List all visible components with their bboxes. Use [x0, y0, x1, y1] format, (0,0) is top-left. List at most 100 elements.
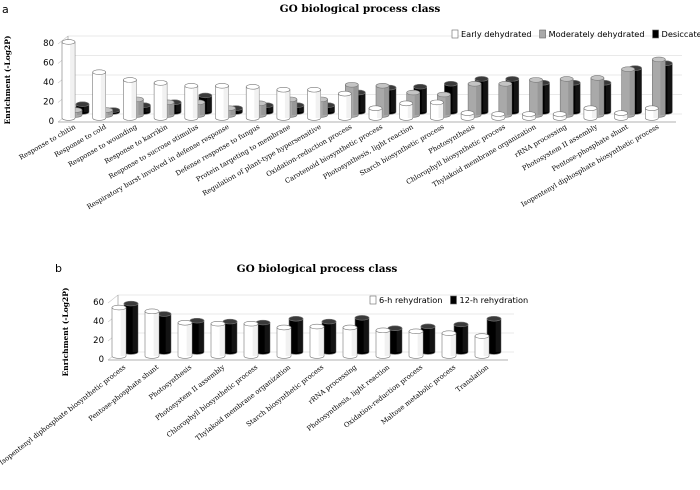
bar-8-12-h-rehydration-top: [354, 315, 370, 321]
bar-1-desiccated-shade: [84, 104, 89, 112]
bar-16-early-dehydrated-top: [522, 111, 536, 117]
bar-4-6-h-rehydration: [210, 321, 226, 359]
legend-item-2: 12-h rehydration: [450, 295, 528, 305]
bar-14-early-dehydrated-shade: [469, 113, 475, 118]
panel-a-ylabel: Enrichment (-Log2P): [3, 36, 12, 125]
bar-7-12-h-rehydration-top: [321, 318, 337, 325]
bar-19-moderately-dehydrated: [621, 66, 635, 118]
bar-4-early-dehydrated-shade: [162, 82, 168, 118]
legend-label-2: 12-h rehydration: [459, 295, 528, 305]
bar-14-early-dehydrated: [460, 110, 475, 121]
y-tick-label-40: 40: [43, 78, 54, 88]
bar-17-moderately-dehydrated: [559, 76, 574, 118]
bar-6-early-dehydrated-shade: [223, 85, 229, 118]
bar-11-6-h-rehydration-top: [441, 330, 457, 336]
bar-15-desiccated-top: [505, 76, 520, 82]
panel-a-title: GO biological process class: [280, 3, 441, 15]
bar-5-12-h-rehydration-shade: [264, 322, 270, 352]
bar-17-early-dehydrated-top: [552, 111, 567, 117]
bar-20-moderately-dehydrated-top: [651, 56, 666, 63]
bar-9-early-dehydrated: [307, 87, 321, 121]
bar-9-early-dehydrated-shade: [315, 89, 321, 118]
bar-7-12-h-rehydration: [321, 318, 337, 355]
bar-8-12-h-rehydration: [354, 315, 370, 355]
bar-12-moderately-dehydrated-shade: [414, 92, 420, 115]
bar-10-desiccated-shade: [360, 92, 366, 112]
bar-14-early-dehydrated-top: [460, 110, 475, 116]
bar-14-moderately-dehydrated-top: [467, 81, 482, 87]
bar-17-moderately-dehydrated-top: [559, 76, 574, 82]
bar-8-desiccated-shade: [298, 105, 304, 112]
bar-11-early-dehydrated-top: [368, 105, 383, 111]
bar-19-moderately-dehydrated-top: [621, 66, 635, 72]
bar-12-6-h-rehydration: [474, 333, 490, 359]
bar-8-early-dehydrated-shade: [284, 89, 290, 118]
bar-11-early-dehydrated-shade: [377, 108, 382, 118]
bar-13-early-dehydrated-top: [430, 99, 444, 106]
bar-7-early-dehydrated-top: [245, 84, 260, 90]
bar-7-moderately-dehydrated-shade: [261, 103, 267, 115]
bar-13-desiccated-top: [444, 81, 458, 87]
bar-15-moderately-dehydrated-shade: [506, 83, 512, 115]
bar-17-early-dehydrated: [552, 111, 567, 121]
bar-14-desiccated-shade: [483, 78, 489, 112]
bar-19-early-dehydrated-top: [614, 110, 628, 116]
bar-6-12-h-rehydration-top: [288, 316, 304, 322]
bar-8-12-h-rehydration-shade: [363, 317, 369, 352]
bar-7-12-h-rehydration-shade: [330, 321, 336, 352]
bar-7-early-dehydrated: [245, 84, 260, 121]
bar-6-early-dehydrated-top: [215, 83, 229, 89]
bar-10-early-dehydrated-shade: [346, 93, 352, 118]
bar-9-6-h-rehydration-shade: [384, 330, 390, 356]
legend-label-1: 6-h rehydration: [379, 295, 442, 305]
bar-16-early-dehydrated: [522, 111, 536, 121]
bar-16-moderately-dehydrated: [529, 77, 543, 118]
panel-b-title: GO biological process class: [237, 263, 398, 275]
bar-4-12-h-rehydration: [222, 318, 238, 355]
bar-1-12-h-rehydration-shade: [132, 303, 138, 352]
bar-4-12-h-rehydration-shade: [231, 321, 237, 352]
bar-9-6-h-rehydration: [375, 327, 391, 359]
bar-7-6-h-rehydration: [309, 323, 325, 359]
y-tick-label-60: 60: [93, 298, 104, 308]
bar-1-early-dehydrated-shade: [70, 41, 75, 119]
bar-2-early-dehydrated: [92, 69, 106, 121]
bar-20-early-dehydrated: [644, 105, 659, 121]
bar-5-early-dehydrated: [184, 83, 199, 121]
bar-18-desiccated-shade: [605, 82, 611, 112]
bar-7-desiccated-shade: [268, 105, 274, 112]
y-tick-label-80: 80: [43, 39, 54, 49]
bar-18-early-dehydrated-shade: [591, 108, 597, 118]
bar-10-early-dehydrated: [337, 90, 352, 121]
bar-8-6-h-rehydration-top: [342, 324, 358, 331]
bar-4-desiccated-shade: [176, 102, 182, 112]
bar-6-12-h-rehydration-shade: [297, 318, 303, 352]
bar-6-6-h-rehydration-top: [276, 324, 292, 331]
bar-12-6-h-rehydration-shade: [483, 336, 489, 356]
bar-7-early-dehydrated-shade: [254, 86, 260, 118]
bar-10-moderately-dehydrated-top: [344, 82, 359, 88]
bar-10-moderately-dehydrated-shade: [353, 84, 359, 115]
bar-3-6-h-rehydration-top: [177, 320, 193, 326]
bar-5-early-dehydrated-top: [184, 83, 199, 89]
bar-10-6-h-rehydration-shade: [417, 331, 423, 356]
bar-15-desiccated-shade: [513, 78, 519, 112]
bar-1-6-h-rehydration: [111, 304, 127, 359]
bar-1-early-dehydrated: [61, 39, 76, 121]
legend-label-1: Early dehydrated: [461, 29, 532, 39]
legend-swatch-2: [539, 29, 546, 39]
bar-12-12-h-rehydration-top: [486, 316, 502, 322]
bar-19-early-dehydrated: [614, 110, 628, 121]
bar-3-early-dehydrated-shade: [131, 79, 137, 118]
bar-13-moderately-dehydrated-top: [437, 91, 451, 98]
bar-3-6-h-rehydration-shade: [186, 322, 192, 356]
bar-11-12-h-rehydration-shade: [462, 324, 468, 352]
bar-6-6-h-rehydration-shade: [285, 327, 291, 356]
y-tick-label-20: 20: [93, 336, 104, 346]
y-tick-label-0: 0: [99, 355, 104, 365]
bar-5-12-h-rehydration: [255, 319, 271, 355]
bar-13-desiccated-shade: [452, 83, 458, 112]
bar-2-early-dehydrated-shade: [100, 72, 106, 118]
bar-18-early-dehydrated: [583, 105, 598, 121]
